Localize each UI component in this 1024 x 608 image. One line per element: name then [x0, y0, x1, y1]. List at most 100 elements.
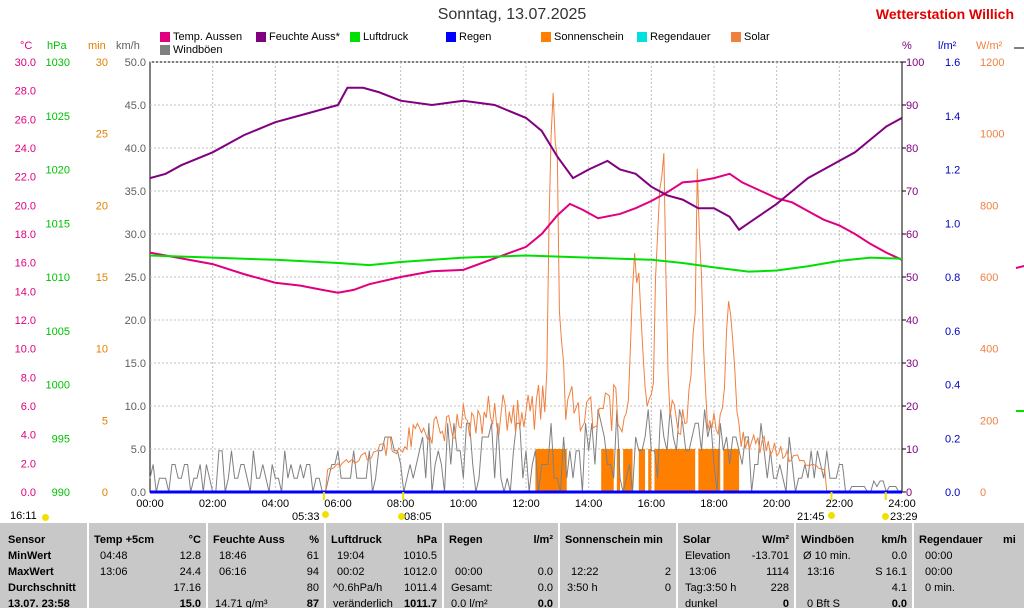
x-tick-label: 08:00 — [387, 498, 415, 510]
x-tick-label: 18:00 — [700, 498, 728, 510]
weather-chart: 0.0 2.0 4.0 6.0 8.0 10.0 12.0 14.0 16.0 18.0 20.0 2… — [15, 47, 1024, 510]
rain-axis-unit: l/m² — [938, 40, 957, 52]
cell-value: 2 — [664, 566, 671, 578]
col-unit: % — [309, 534, 319, 546]
temp-tick: 30.0 — [15, 57, 36, 69]
sunshine-bar — [648, 449, 652, 492]
series-wind-gusts — [149, 409, 902, 494]
wind-tick: 50.0 — [125, 57, 146, 69]
temp-tick: 12.0 — [15, 315, 36, 327]
wind-tick: 30.0 — [125, 229, 146, 241]
cell-value: 228 — [770, 582, 789, 594]
cell-note: 0 min. — [925, 582, 955, 594]
col-title: Regendauer — [919, 534, 983, 546]
temp-tick: 20.0 — [15, 200, 36, 212]
pressure-tick: 1020 — [46, 165, 70, 177]
col-raindur: Regendauer mi 00:00 00:00 0 min. — [915, 523, 1024, 608]
col-divider — [558, 523, 560, 608]
temp-tick: 8.0 — [21, 372, 36, 384]
sunset-time: 21:45 — [797, 511, 825, 523]
temp-tick: 28.0 — [15, 86, 36, 98]
rain-tick: 0.0 — [945, 487, 960, 499]
cell-current: 0.0 — [891, 598, 907, 608]
solar-axis-unit: W/m² — [976, 40, 1003, 52]
station-name: Wetterstation Willich — [875, 6, 1014, 22]
col-title: Regen — [449, 534, 483, 546]
col-sensor: Sensor MinWert MaxWert Durchschnitt 13.0… — [0, 523, 86, 608]
solar-tick: 1200 — [980, 57, 1004, 69]
cell-note: 3:50 h — [567, 582, 598, 594]
col-title: Temp +5cm — [94, 534, 155, 546]
legend-label: Regen — [459, 31, 492, 43]
x-tick-label: 04:00 — [262, 498, 290, 510]
cell-time: 19:04 — [337, 550, 365, 562]
cell-note: 14.71 g/m³ — [215, 598, 268, 608]
sun-tick: 15 — [96, 272, 108, 284]
pressure-tick: 1015 — [46, 218, 70, 230]
cell-value: 12.8 — [179, 550, 201, 562]
solar-tick: 0 — [980, 487, 986, 499]
solar-tick: 200 — [980, 415, 998, 427]
legend-item-rain: Regen — [446, 31, 491, 43]
col-title: Solar — [683, 534, 711, 546]
col-unit: km/h — [881, 534, 907, 546]
cell-current: 0 — [782, 598, 789, 608]
rain-tick: 1.6 — [945, 57, 960, 69]
legend-item-humidity: Feuchte Auss* — [256, 31, 340, 43]
cell-note: ^0.6hPa/h — [333, 582, 383, 594]
cell-time: 00:02 — [337, 566, 365, 578]
sun-icon — [42, 514, 49, 521]
cell-value: 94 — [306, 566, 319, 578]
rain-tick: 0.6 — [945, 326, 960, 338]
wind-tick: 40.0 — [125, 143, 146, 155]
col-title: Sensor — [8, 534, 46, 546]
temp-tick: 2.0 — [21, 458, 36, 470]
col-unit: hPa — [416, 534, 437, 546]
cell-note: veränderlich — [333, 598, 393, 608]
sunshine-bar — [616, 449, 620, 492]
cell-time: 00:00 — [925, 566, 953, 578]
legend-label: Feuchte Auss* — [269, 31, 340, 43]
legend-item-solar: Solar — [731, 31, 770, 43]
temp-tick: 0.0 — [21, 487, 36, 499]
cell-value: 0 — [664, 582, 671, 594]
x-tick-label: 20:00 — [763, 498, 791, 510]
sunset-icon — [828, 512, 835, 519]
chart-title: Sonntag, 13.07.2025 — [437, 6, 587, 23]
cell-current: 1011.7 — [403, 598, 437, 608]
cell-note: 0.0 l/m² — [451, 598, 488, 608]
wind-tick: 5.0 — [131, 444, 146, 456]
moonset-time: 23:29 — [890, 511, 918, 523]
cell-note: dunkel — [685, 598, 718, 608]
cell-value: 1114 — [766, 566, 789, 578]
col-divider — [324, 523, 326, 608]
col-unit: l/m² — [533, 534, 553, 546]
legend-item-raindur: Regendauer — [637, 31, 711, 43]
sun-tick: 5 — [102, 415, 108, 427]
cell-time: 13:06 — [689, 566, 717, 578]
pressure-axis-unit: hPa — [47, 40, 67, 52]
row-label: Durchschnitt — [8, 582, 76, 594]
col-title: Feuchte Auss — [213, 534, 285, 546]
legend-swatch — [541, 32, 551, 42]
solar-tick: 1000 — [980, 129, 1004, 141]
temp-tick: 4.0 — [21, 430, 36, 442]
x-tick-label: 24:00 — [888, 498, 916, 510]
col-divider — [676, 523, 678, 608]
temp-tick: 18.0 — [15, 229, 36, 241]
col-pressure: Luftdruck hPa 19:04 1010.5 00:02 1012.0 … — [327, 523, 441, 608]
legend-swatch — [350, 32, 360, 42]
wind-tick: 10.0 — [125, 401, 146, 413]
series-temp-aussen — [149, 172, 903, 294]
humidity-axis-unit: % — [902, 40, 912, 52]
col-unit: mi — [1003, 534, 1016, 546]
x-tick-label: 12:00 — [512, 498, 540, 510]
x-tick-label: 22:00 — [826, 498, 854, 510]
humidity-tick: 90 — [906, 100, 918, 112]
cell-note: Gesamt: — [451, 582, 493, 594]
cell-value: S 16.1 — [875, 566, 907, 578]
cell-value: 1011.4 — [404, 582, 437, 594]
row-label: MinWert — [8, 550, 52, 562]
pressure-tick: 1000 — [46, 380, 70, 392]
cell-value: 1010.5 — [403, 550, 437, 562]
